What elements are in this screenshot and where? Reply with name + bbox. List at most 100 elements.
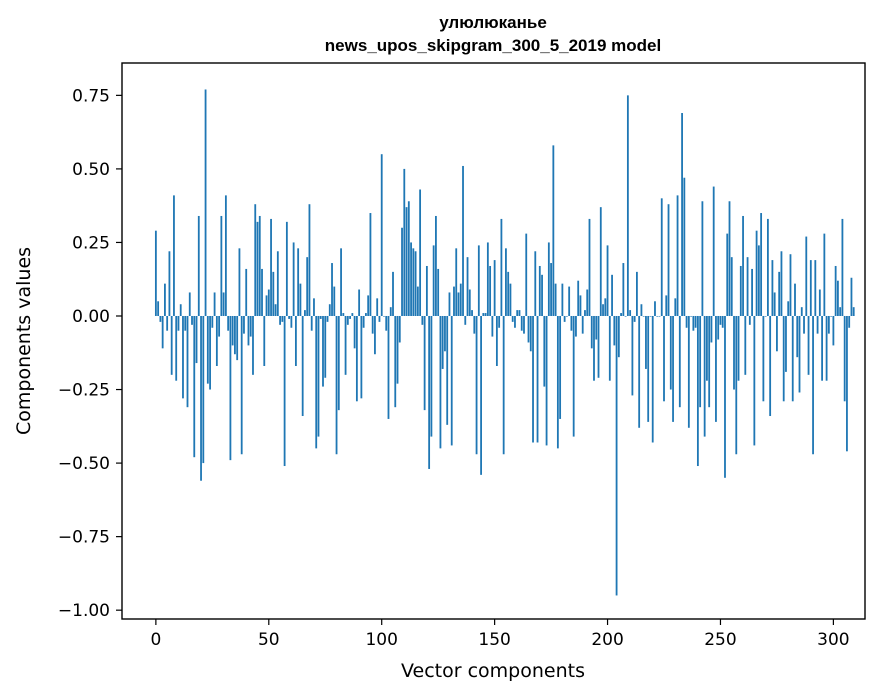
bar [647, 315, 650, 422]
bar [414, 251, 417, 316]
bar [177, 315, 180, 331]
bar [814, 260, 817, 316]
bar [247, 315, 250, 346]
bar [407, 201, 410, 316]
bar [737, 315, 740, 381]
bar [344, 315, 347, 375]
bar [195, 315, 198, 364]
bar [669, 315, 672, 390]
bar [667, 204, 670, 316]
bar [326, 315, 329, 322]
bar [825, 315, 828, 381]
bar [590, 315, 593, 349]
bar [620, 313, 622, 316]
bar [186, 315, 189, 408]
bar [626, 95, 629, 316]
bar [453, 286, 455, 316]
bar [319, 315, 322, 319]
x-tick-label: 150 [478, 630, 510, 650]
bar [459, 283, 462, 316]
bar [421, 315, 424, 325]
bar [337, 315, 340, 411]
bar [331, 263, 333, 316]
y-tick-label: 0.50 [72, 160, 110, 180]
bar [536, 315, 539, 443]
bar [728, 201, 731, 316]
bar [823, 233, 826, 316]
bar [773, 292, 776, 316]
bar [584, 310, 586, 316]
bar [744, 315, 747, 375]
y-tick-label: −1.00 [58, 601, 110, 621]
bar [398, 315, 401, 343]
bar [803, 315, 805, 334]
bar [484, 313, 487, 316]
bar [509, 283, 512, 316]
bar [299, 283, 302, 316]
bar [193, 315, 196, 458]
bar [660, 198, 663, 316]
bar [683, 177, 686, 316]
bar [294, 315, 297, 366]
bar [545, 315, 548, 446]
bar [313, 298, 315, 316]
bar [645, 315, 647, 369]
bar [432, 245, 435, 316]
bar [748, 315, 751, 325]
x-tick-label: 300 [817, 630, 849, 650]
bar [593, 315, 595, 381]
bar [692, 315, 695, 331]
chart-subtitle: news_upos_skipgram_300_5_2019 model [325, 36, 661, 55]
bar [493, 260, 496, 316]
bar [256, 221, 259, 316]
bar [166, 315, 169, 331]
chart-title: улюлюканье [439, 13, 547, 32]
bar [274, 304, 277, 316]
bar [769, 315, 772, 417]
bar [306, 257, 309, 316]
bar [270, 218, 272, 316]
bar [629, 310, 632, 316]
bar [568, 286, 571, 316]
bar [220, 215, 223, 316]
bar [371, 315, 374, 334]
bar [534, 251, 537, 316]
bar [715, 315, 717, 422]
bar [238, 248, 241, 316]
bar [197, 215, 200, 316]
bar [324, 315, 327, 378]
bar [642, 315, 645, 317]
bar [511, 315, 514, 322]
bar [213, 292, 216, 316]
bar [215, 315, 218, 366]
bar [342, 313, 345, 316]
bar [674, 298, 677, 316]
bar [753, 315, 756, 446]
bar [188, 292, 191, 316]
bar [360, 315, 363, 399]
bar [401, 227, 403, 316]
bar [184, 315, 187, 331]
bar [520, 315, 523, 331]
bar [387, 315, 390, 419]
bar [523, 315, 525, 334]
bar [746, 257, 749, 316]
x-tick-label: 250 [704, 630, 736, 650]
bar [710, 315, 713, 343]
bar [240, 315, 243, 455]
bar [435, 215, 437, 316]
bar [276, 251, 279, 316]
bar [211, 315, 214, 328]
bar [599, 207, 602, 316]
y-tick-label: 0.00 [72, 307, 110, 327]
bar [514, 315, 516, 328]
bar [315, 315, 318, 449]
y-tick-label: 0.75 [72, 86, 110, 106]
bar [161, 315, 164, 349]
bar [805, 236, 808, 316]
bar [780, 251, 783, 316]
bar [624, 315, 627, 317]
bar [658, 315, 661, 317]
bar [310, 315, 313, 331]
bar [735, 315, 738, 455]
